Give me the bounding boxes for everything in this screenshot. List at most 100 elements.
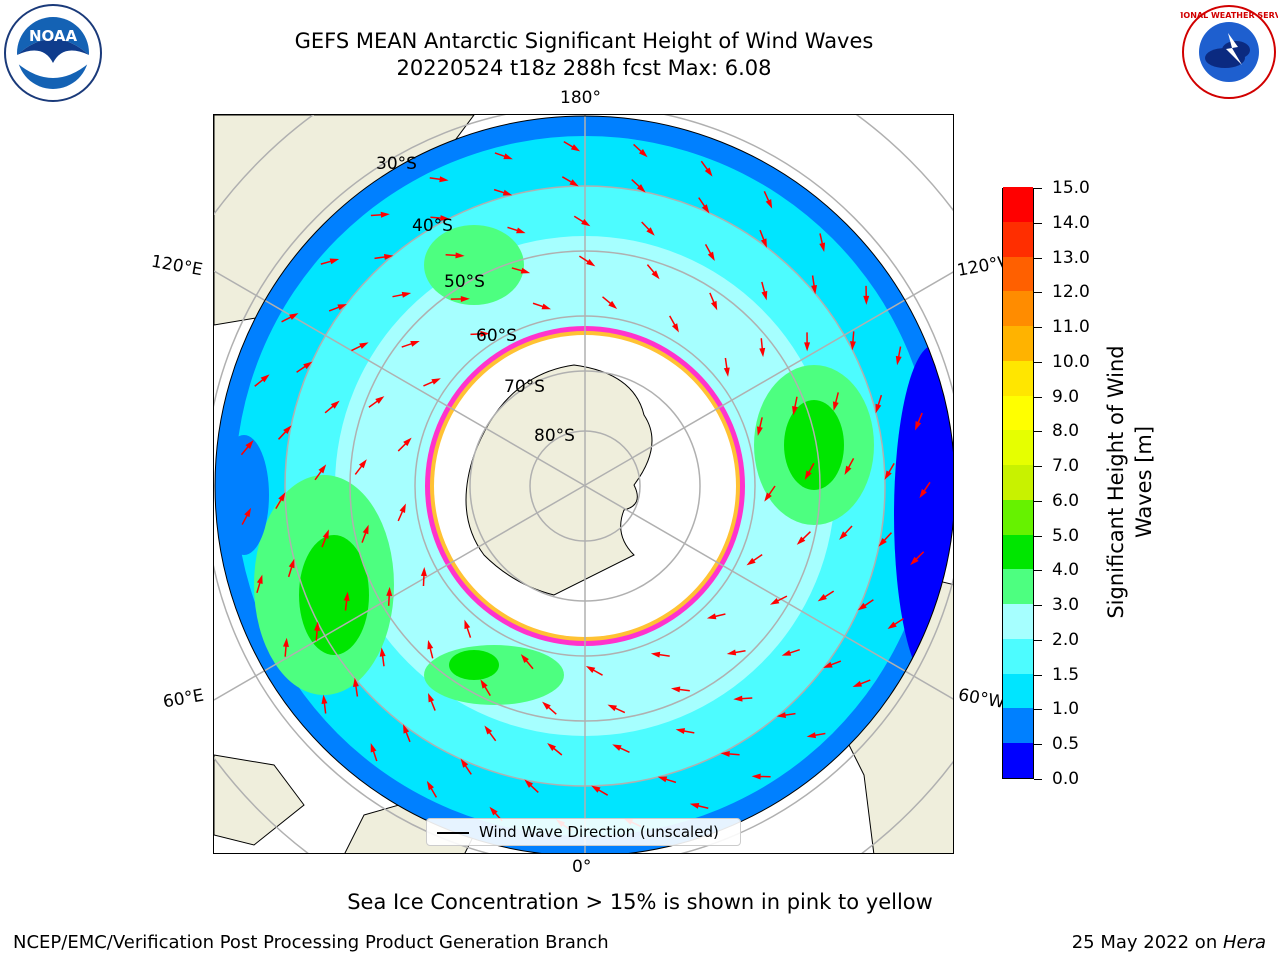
colorbar-title: Significant Height of Wind Waves [m] <box>1100 272 1160 692</box>
polar-map: 30°S 40°S 50°S 60°S 70°S 80°S Wind Wave … <box>213 114 954 854</box>
colorbar-segment <box>1003 499 1033 535</box>
colorbar-tick <box>1034 605 1042 607</box>
wave-direction-arrowhead <box>502 189 513 196</box>
wave-direction-arrowhead <box>608 300 618 309</box>
wave-direction-arrowhead <box>318 464 327 474</box>
wave-direction-arrowhead <box>804 470 812 480</box>
wave-direction-arrowhead <box>675 728 686 735</box>
wave-direction-arrowhead <box>520 654 529 663</box>
wave-direction-arrowhead <box>811 284 818 295</box>
wave-direction-arrowhead <box>401 291 412 298</box>
wave-direction-arrowhead <box>804 342 811 352</box>
colorbar-segment <box>1003 534 1033 570</box>
national-weather-service-logo: NATIONAL WEATHER SERVICE <box>1163 3 1280 101</box>
wave-direction-arrowhead <box>428 692 435 703</box>
wave-direction-arrowhead <box>636 184 646 193</box>
wave-direction-arrowhead <box>671 323 679 333</box>
colorbar-tick-label: 5.0 <box>1052 525 1080 546</box>
wave-direction-arrowhead <box>322 529 329 539</box>
legend-label: Wind Wave Direction (unscaled) <box>479 823 719 841</box>
wave-direction-arrowhead <box>726 649 737 656</box>
wave-direction-arrowhead <box>723 367 730 377</box>
wave-direction-arrowhead <box>440 215 450 222</box>
legend-line-swatch <box>437 832 469 834</box>
colorbar-tick-label: 9.0 <box>1052 386 1080 407</box>
wave-direction-arrowhead <box>765 199 773 209</box>
wave-direction-arrowhead <box>403 437 412 447</box>
wave-direction-arrowhead <box>337 304 347 311</box>
wave-direction-arrowhead <box>875 403 882 414</box>
colorbar-tick <box>1034 744 1042 746</box>
colorbar-segment <box>1003 395 1033 431</box>
wave-direction-arrowhead <box>839 531 848 540</box>
lon-label-0: 0° <box>572 857 592 877</box>
lon-label-180: 180° <box>560 88 601 108</box>
colorbar-segment <box>1003 256 1033 292</box>
wave-direction-arrowhead <box>303 361 313 370</box>
wave-direction-arrowhead <box>910 556 919 566</box>
wave-direction-arrowhead <box>710 300 718 311</box>
colorbar-tick <box>1034 327 1042 329</box>
colorbar-tick-label: 10.0 <box>1052 351 1090 372</box>
colorbar-segment <box>1003 673 1033 709</box>
wave-direction-arrowhead <box>895 355 902 366</box>
wave-direction-arrowhead <box>489 806 498 816</box>
nws-logo-text: NATIONAL WEATHER SERVICE <box>1180 11 1278 20</box>
wave-direction-arrowhead <box>706 613 717 620</box>
colorbar-title-line2: Waves [m] <box>1132 425 1156 539</box>
wave-direction-arrowhead <box>244 507 252 518</box>
wave-direction-arrowhead <box>806 732 817 739</box>
colorbar-tick-label: 7.0 <box>1052 456 1080 477</box>
wave-direction-arrowhead <box>689 802 700 809</box>
wave-direction-arrowhead <box>819 242 826 252</box>
wave-direction-arrowhead <box>586 258 596 267</box>
wave-direction-arrowhead <box>646 227 655 236</box>
colorbar-segment <box>1003 464 1033 500</box>
colorbar-tick-label: 11.0 <box>1052 317 1090 338</box>
colorbar-segment <box>1003 708 1033 744</box>
wave-direction-arrowhead <box>283 637 289 647</box>
noaa-logo-text: NOAA <box>29 27 78 45</box>
wave-direction-arrowhead <box>383 253 394 260</box>
wave-direction-arrowhead <box>379 647 386 657</box>
lat-label-50s: 50°S <box>444 272 485 292</box>
colorbar-segment <box>1003 221 1033 257</box>
wave-direction-arrowhead <box>542 701 551 710</box>
colorbar-tick <box>1034 709 1042 711</box>
colorbar-tick-label: 6.0 <box>1052 490 1080 511</box>
colorbar-tick <box>1034 779 1042 780</box>
wave-direction-arrowhead <box>832 401 839 411</box>
wave-direction-arrowhead <box>759 347 766 358</box>
wave-direction-arrowhead <box>380 211 390 218</box>
wave-direction-arrowhead <box>278 492 286 502</box>
lon-label-120e: 120°E <box>149 251 205 281</box>
colorbar-tick <box>1034 500 1042 502</box>
wave-direction-arrowhead <box>516 227 526 234</box>
wave-direction-arrowhead <box>439 176 449 183</box>
wave-direction-arrowhead <box>919 488 927 499</box>
sea-ice-note: Sea Ice Concentration > 15% is shown in … <box>347 890 933 914</box>
wave-direction-arrowhead <box>585 665 596 673</box>
colorbar-segment <box>1003 360 1033 396</box>
footer-date-text: 25 May 2022 on <box>1071 932 1223 953</box>
wave-direction-arrowhead <box>792 405 798 416</box>
wave-direction-arrowhead <box>657 776 668 783</box>
wave-direction-arrowhead <box>464 619 471 630</box>
wave-direction-arrowhead <box>746 557 756 566</box>
wave-direction-arrowhead <box>520 267 531 274</box>
wave-direction-arrowhead <box>260 374 270 383</box>
lon-label-60e: 60°E <box>161 685 206 713</box>
wave-direction-arrowhead <box>460 295 470 302</box>
colorbar-tick-label: 2.0 <box>1052 629 1080 650</box>
wave-direction-arrowhead <box>283 425 292 435</box>
colorbar-tick-label: 3.0 <box>1052 595 1080 616</box>
colorbar-tick <box>1034 188 1042 189</box>
colorbar-tick-label: 14.0 <box>1052 212 1090 233</box>
colorbar-tick <box>1034 361 1042 363</box>
wave-direction-arrowhead <box>410 341 420 347</box>
wave-direction-arrowhead <box>426 780 434 791</box>
wave-direction-arrowhead <box>796 536 806 545</box>
wave-direction-arrowhead <box>720 750 730 757</box>
wave-direction-arrowhead <box>321 694 328 704</box>
wave-direction-arrowhead <box>314 621 321 631</box>
